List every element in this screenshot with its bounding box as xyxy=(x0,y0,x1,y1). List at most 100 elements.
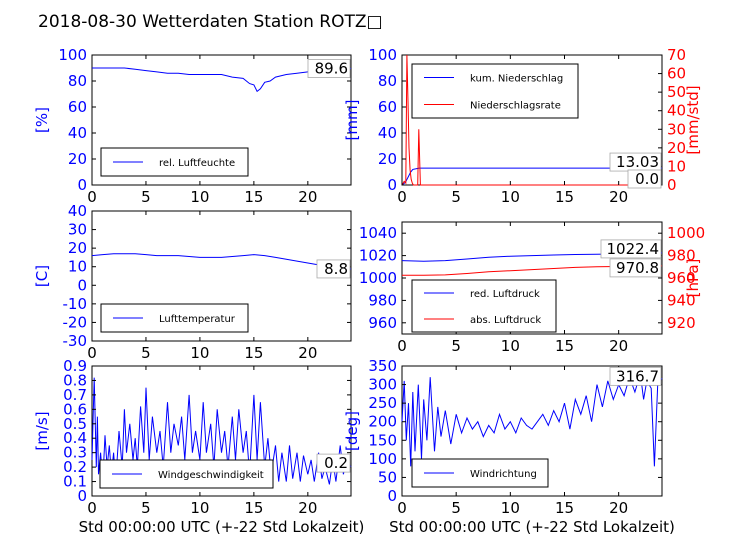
x-tick-label: 15 xyxy=(244,499,263,517)
series-line-0 xyxy=(92,67,352,93)
last-value-label: 13.03 xyxy=(616,153,659,171)
legend-box xyxy=(100,147,249,177)
last-value-label-box xyxy=(316,453,351,473)
y2-tick-label: 60 xyxy=(667,65,686,83)
y-tick-label: 0.5 xyxy=(63,415,87,433)
y-axis-label: [mm] xyxy=(343,100,361,141)
legend-label: Niederschlagsrate xyxy=(470,101,561,112)
y-tick-label: 40 xyxy=(68,124,87,142)
last-value-label-box xyxy=(609,366,662,386)
panel-pressure: 0 5 10 15 20 960 980 1000 1020 1040 920 940 960 980 10… xyxy=(359,221,705,355)
panel-windspeed: 0 5 10 15 2000.10.20.30.40.50.60.70.80.9[m/s… xyxy=(33,357,364,536)
y-tick-label: 1020 xyxy=(359,247,397,265)
x-axis-label: Std 00:00:00 UTC (+-22 Std Lokalzeit) xyxy=(79,518,365,536)
legend-label: red. Luftdruck xyxy=(470,289,540,300)
legend-box xyxy=(411,63,579,119)
y-axis-label: [m/s] xyxy=(33,411,51,450)
x-tick-label: 15 xyxy=(555,499,574,517)
y-tick-label: 0.6 xyxy=(63,400,87,418)
legend-label: Windgeschwindigkeit xyxy=(158,470,264,481)
legend: red. Luftdruck abs. Luftdruck xyxy=(411,279,557,333)
x-tick-label: 5 xyxy=(451,337,461,355)
legend-label: rel. Luftfeuchte xyxy=(159,158,235,169)
y-tick-label: 20 xyxy=(378,150,397,168)
y-tick-label: 1040 xyxy=(359,224,397,242)
y-tick-label: 10 xyxy=(68,258,87,276)
legend-label: abs. Luftdruck xyxy=(470,315,541,326)
x-tick-label: 20 xyxy=(609,188,628,206)
series-line-0 xyxy=(91,377,352,485)
y-tick-label: 0.2 xyxy=(63,458,87,476)
legend: rel. Luftfeuchte xyxy=(100,147,249,177)
last-value-label: 89.6 xyxy=(315,60,348,78)
x-tick-label: 20 xyxy=(609,337,628,355)
x-tick-label: 10 xyxy=(190,499,209,517)
legend-label: Windrichtung xyxy=(470,469,537,480)
y-tick-label: 0.1 xyxy=(63,473,87,491)
last-value-label-box xyxy=(600,239,662,259)
y-tick-label: 100 xyxy=(368,46,397,64)
x-tick-label: 20 xyxy=(298,188,317,206)
legend-label: kum. Niederschlag xyxy=(470,74,563,85)
y-tick-label: 60 xyxy=(68,98,87,116)
y-tick-label: 60 xyxy=(378,98,397,116)
series-line-0 xyxy=(91,253,352,270)
x-tick-label: 10 xyxy=(190,344,209,362)
x-tick-label: 5 xyxy=(141,499,151,517)
y-tick-label: 0.8 xyxy=(63,371,87,389)
last-value-label-box xyxy=(307,59,351,78)
last-value-label-2: 0.0 xyxy=(635,170,659,188)
y-tick-label: 960 xyxy=(368,314,397,332)
y-tick-label: 30 xyxy=(68,221,87,239)
x-tick-label: 15 xyxy=(555,337,574,355)
x-tick-label: 0 xyxy=(87,499,97,517)
y2-tick-label: 10 xyxy=(667,157,686,175)
y-tick-label: 0.4 xyxy=(63,429,87,447)
panel-temperature: 0 5 10 15 20-30-20-10010203040[C]Lufttempera… xyxy=(33,202,352,362)
x-tick-label: 10 xyxy=(501,188,520,206)
y-tick-label: 50 xyxy=(378,468,397,486)
page-title: 2018-08-30 Wetterdaten Station ROTZ□ xyxy=(38,12,383,32)
x-tick-label: 15 xyxy=(555,188,574,206)
y-tick-label: 80 xyxy=(378,72,397,90)
y-tick-label: 0 xyxy=(387,487,397,505)
y2-axis-label: [hPa] xyxy=(684,259,702,298)
y2-tick-label: 980 xyxy=(667,247,696,265)
legend: Lufttemperatur xyxy=(100,303,249,333)
panel-humidity: 0 5 10 15 20 0 20 40 60 80 100 [%] rel. Luftfeuchte 8… xyxy=(33,46,352,206)
y-tick-label: 0 xyxy=(77,487,87,505)
x-tick-label: 10 xyxy=(501,337,520,355)
y-tick-label: 1000 xyxy=(359,269,397,287)
y-tick-label: 0 xyxy=(77,176,87,194)
y2-tick-label: 920 xyxy=(667,314,696,332)
legend-label: Lufttemperatur xyxy=(159,314,236,325)
x-tick-label: 20 xyxy=(609,499,628,517)
x-tick-label: 10 xyxy=(190,188,209,206)
x-tick-label: 5 xyxy=(141,188,151,206)
x-tick-label: 20 xyxy=(298,499,317,517)
y-tick-label: 350 xyxy=(368,357,397,375)
y-tick-label: 200 xyxy=(368,413,397,431)
last-value-label: 0.2 xyxy=(324,454,348,472)
y-tick-label: -10 xyxy=(63,295,88,313)
legend: Windgeschwindigkeit xyxy=(99,459,274,489)
y-tick-label: 300 xyxy=(368,376,397,394)
y-axis-label: [deg] xyxy=(343,411,361,451)
y2-tick-label: 940 xyxy=(667,291,696,309)
y2-tick-label: 70 xyxy=(667,46,686,64)
x-tick-label: 15 xyxy=(244,188,263,206)
x-tick-label: 0 xyxy=(87,344,97,362)
last-value-label-box xyxy=(316,259,351,279)
x-tick-label: 5 xyxy=(141,344,151,362)
y-tick-label: 20 xyxy=(68,150,87,168)
y-tick-label: 40 xyxy=(68,202,87,220)
series-line-1 xyxy=(401,54,662,186)
x-tick-label: 5 xyxy=(451,188,461,206)
last-value-label: 1022.4 xyxy=(607,240,660,258)
x-tick-label: 15 xyxy=(244,344,263,362)
x-axis-label: Std 00:00:00 UTC (+-22 Std Lokalzeit) xyxy=(389,518,675,536)
last-value-label-2-box xyxy=(609,258,662,278)
y-tick-label: 0 xyxy=(77,276,87,294)
y2-axis-label: [mm/std] xyxy=(684,85,702,154)
y-tick-label: 0.9 xyxy=(63,357,87,375)
